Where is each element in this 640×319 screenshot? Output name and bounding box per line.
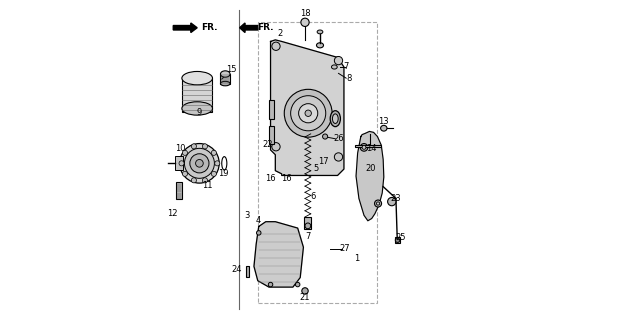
Circle shape xyxy=(184,148,214,178)
Ellipse shape xyxy=(317,30,323,34)
Circle shape xyxy=(215,161,220,166)
Circle shape xyxy=(191,144,196,149)
Polygon shape xyxy=(356,131,384,221)
Text: 5: 5 xyxy=(313,164,319,173)
Circle shape xyxy=(272,143,280,151)
Bar xyxy=(258,22,378,303)
Text: 21: 21 xyxy=(300,293,310,302)
Circle shape xyxy=(323,134,328,139)
Text: 25: 25 xyxy=(395,233,406,242)
Bar xyxy=(305,217,312,229)
Text: 18: 18 xyxy=(300,9,310,18)
Circle shape xyxy=(191,178,196,183)
Text: 19: 19 xyxy=(218,169,229,178)
Text: 26: 26 xyxy=(333,134,344,143)
Text: 24: 24 xyxy=(232,265,242,274)
Circle shape xyxy=(211,150,216,155)
Circle shape xyxy=(388,197,396,206)
Polygon shape xyxy=(271,40,344,175)
Bar xyxy=(269,126,274,144)
Text: 4: 4 xyxy=(255,216,260,225)
Bar xyxy=(246,266,249,277)
Text: 23: 23 xyxy=(390,194,401,203)
Circle shape xyxy=(301,18,309,26)
Ellipse shape xyxy=(332,65,337,69)
Bar xyxy=(269,100,274,119)
Circle shape xyxy=(334,153,342,161)
Ellipse shape xyxy=(182,71,212,85)
Text: 8: 8 xyxy=(346,74,351,83)
Polygon shape xyxy=(239,23,258,33)
Circle shape xyxy=(396,238,400,242)
Circle shape xyxy=(202,144,207,149)
Ellipse shape xyxy=(360,144,368,151)
Ellipse shape xyxy=(376,202,380,205)
Text: 20: 20 xyxy=(365,164,376,173)
Circle shape xyxy=(179,161,184,166)
Circle shape xyxy=(202,178,207,183)
Text: 13: 13 xyxy=(378,117,389,126)
Circle shape xyxy=(211,171,216,176)
Text: 9: 9 xyxy=(196,108,202,117)
Circle shape xyxy=(180,144,219,183)
Ellipse shape xyxy=(381,125,387,131)
Text: 3: 3 xyxy=(244,211,250,220)
Polygon shape xyxy=(254,222,303,287)
Circle shape xyxy=(190,154,209,173)
Text: FR.: FR. xyxy=(201,23,217,32)
Circle shape xyxy=(284,89,332,137)
Text: 17: 17 xyxy=(318,157,329,166)
Ellipse shape xyxy=(330,111,340,127)
Circle shape xyxy=(305,223,311,229)
Circle shape xyxy=(299,104,318,123)
Ellipse shape xyxy=(220,81,230,86)
Circle shape xyxy=(268,282,273,287)
Text: 27: 27 xyxy=(340,244,350,253)
Circle shape xyxy=(334,56,342,65)
Circle shape xyxy=(182,150,188,155)
Text: 15: 15 xyxy=(226,65,237,74)
Circle shape xyxy=(296,282,300,287)
Ellipse shape xyxy=(220,71,230,77)
Text: 7: 7 xyxy=(344,63,349,71)
Ellipse shape xyxy=(332,114,338,123)
Circle shape xyxy=(291,96,326,131)
Circle shape xyxy=(257,231,261,235)
Circle shape xyxy=(196,160,204,167)
Ellipse shape xyxy=(182,102,212,115)
Text: 16: 16 xyxy=(281,174,292,183)
Bar xyxy=(175,156,182,170)
Ellipse shape xyxy=(362,145,366,149)
Text: 14: 14 xyxy=(367,144,377,153)
Text: 1: 1 xyxy=(354,254,359,263)
Ellipse shape xyxy=(317,43,323,48)
Text: 10: 10 xyxy=(175,144,186,153)
Circle shape xyxy=(302,288,308,294)
Bar xyxy=(176,182,182,199)
Circle shape xyxy=(272,42,280,50)
Bar xyxy=(395,237,400,243)
Text: FR.: FR. xyxy=(257,23,274,32)
Text: 22: 22 xyxy=(262,140,273,149)
Bar xyxy=(355,145,381,147)
Circle shape xyxy=(305,110,312,116)
Ellipse shape xyxy=(374,200,381,207)
Bar xyxy=(182,78,212,112)
Text: 7: 7 xyxy=(305,232,310,241)
Text: 2: 2 xyxy=(278,29,283,38)
Polygon shape xyxy=(173,23,197,33)
Text: 11: 11 xyxy=(202,181,213,190)
Text: 16: 16 xyxy=(264,174,275,183)
Circle shape xyxy=(182,171,188,176)
Text: 12: 12 xyxy=(168,209,178,218)
Text: 6: 6 xyxy=(310,192,316,201)
Bar xyxy=(220,74,230,84)
